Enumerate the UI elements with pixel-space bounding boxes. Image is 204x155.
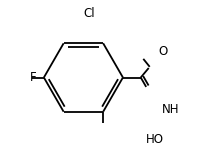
Text: O: O: [159, 45, 168, 58]
Text: F: F: [30, 71, 36, 84]
Text: Cl: Cl: [83, 7, 95, 20]
Text: HO: HO: [146, 133, 164, 146]
Text: NH: NH: [162, 103, 180, 116]
